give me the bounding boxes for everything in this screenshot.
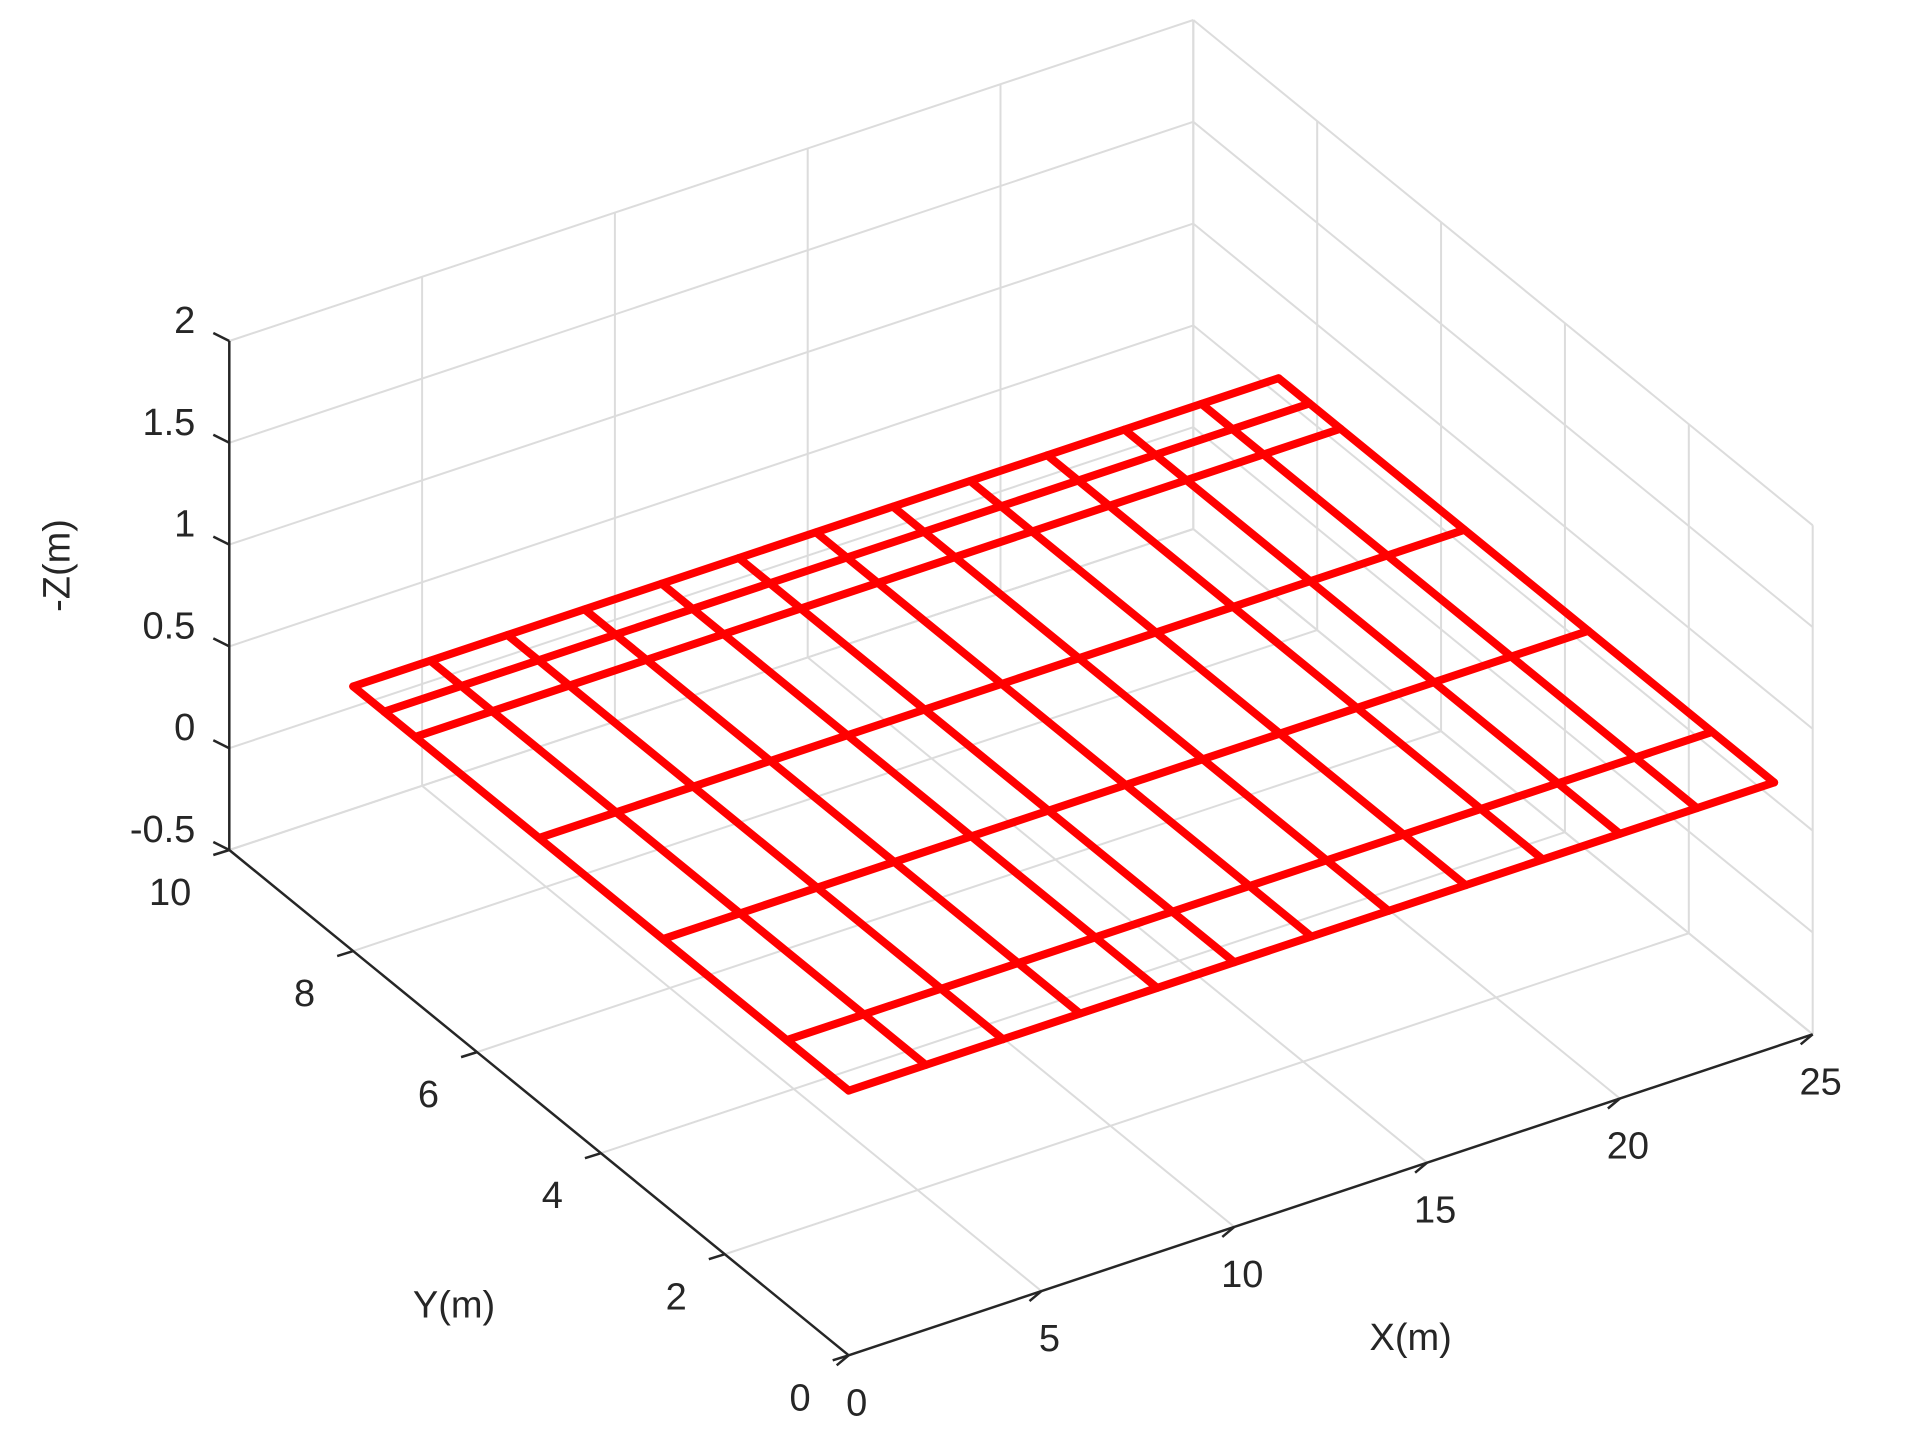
x-tick (1414, 1161, 1428, 1174)
grid-line (1192, 222, 1814, 730)
grid-line (600, 831, 1566, 1155)
x-axis (848, 1033, 1814, 1357)
y-tick (212, 848, 230, 857)
x-tick-label: 25 (1800, 1061, 1842, 1103)
mesh-line (503, 631, 1007, 1044)
x-tick (1028, 1290, 1043, 1303)
y-tick-label: 6 (418, 1074, 439, 1116)
x-tick-label: 5 (1039, 1318, 1060, 1360)
grid-line (228, 528, 1194, 851)
z-tick-label: 2 (174, 300, 195, 342)
mesh-line (1197, 399, 1702, 813)
z-tick (212, 433, 230, 444)
y-tick (584, 1151, 602, 1160)
y-tick (832, 1354, 850, 1362)
y-tick-label: 0 (790, 1377, 811, 1419)
mesh-line (1043, 451, 1547, 864)
x-tick-label: 15 (1414, 1190, 1456, 1232)
z-tick (212, 739, 230, 750)
y-tick-label: 8 (294, 973, 315, 1015)
z-tick-label: 0 (174, 707, 195, 749)
grid-line (228, 19, 1194, 342)
x-tick-label: 0 (846, 1382, 867, 1424)
grid-line (1192, 426, 1814, 934)
mesh-line (349, 682, 853, 1095)
y-tick (460, 1050, 478, 1059)
mesh-line (889, 502, 1393, 915)
z-tick-label: 0.5 (142, 605, 195, 647)
grid-line (1192, 324, 1814, 832)
grid-line (228, 120, 1194, 444)
grid-line (421, 785, 1043, 1292)
grid-line (1192, 19, 1814, 527)
z-tick (212, 535, 230, 546)
mesh-line (580, 605, 1085, 1018)
z-axis-label: -Z(m) (36, 519, 78, 612)
grid-line (228, 426, 1194, 750)
mesh-line (1120, 425, 1624, 838)
x-axis-label: X(m) (1370, 1317, 1452, 1359)
mesh-line (426, 656, 930, 1069)
grid-line (476, 730, 1442, 1054)
mesh-line (966, 476, 1470, 890)
y-axis-label: Y(m) (413, 1285, 495, 1327)
grid-line (724, 932, 1690, 1256)
grid-line (807, 656, 1428, 1164)
x-tick-label: 20 (1607, 1126, 1649, 1168)
z-tick (212, 331, 230, 343)
y-tick (708, 1253, 726, 1261)
x-tick (1607, 1097, 1621, 1110)
mesh-line (657, 579, 1162, 992)
mesh-line (811, 528, 1316, 941)
y-axis (228, 849, 850, 1357)
mesh-line (1274, 374, 1779, 787)
y-tick-label: 4 (542, 1175, 563, 1217)
grid-line (1192, 121, 1814, 628)
grid-line (228, 324, 1194, 648)
y-tick-label: 2 (666, 1276, 687, 1318)
z-tick (212, 840, 230, 852)
y-tick-label: 10 (149, 872, 191, 914)
y-tick (336, 949, 354, 958)
z-tick (212, 637, 230, 648)
x-tick (1799, 1033, 1814, 1046)
z-tick-label: 1 (174, 504, 195, 546)
x-tick (1221, 1225, 1236, 1238)
grid-line (352, 629, 1318, 953)
z-tick-label: 1.5 (142, 402, 195, 444)
grid-line (228, 222, 1194, 546)
mesh-line (734, 553, 1239, 967)
z-tick-label: -0.5 (130, 809, 195, 851)
grid-line (1192, 528, 1814, 1036)
x-tick-label: 10 (1221, 1254, 1263, 1296)
